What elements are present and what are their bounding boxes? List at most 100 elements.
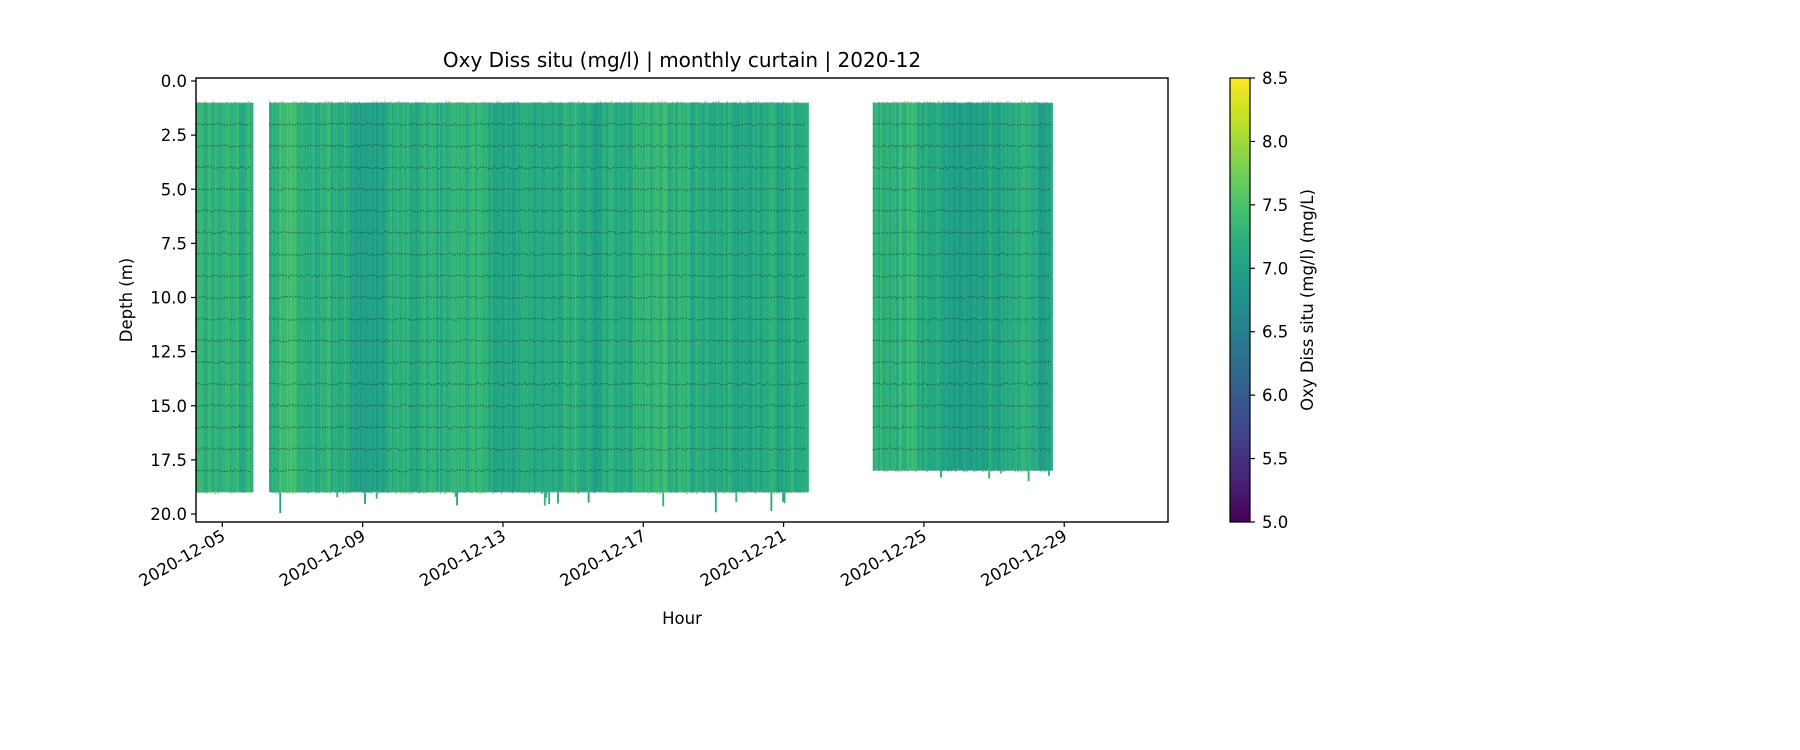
- depth-spike: [1048, 470, 1050, 476]
- curtain-column: [549, 102, 552, 493]
- curtain-column: [279, 102, 282, 493]
- depth-spike: [456, 492, 459, 506]
- x-tick-label: 2020-12-17: [557, 526, 650, 590]
- curtain-column: [1032, 102, 1034, 471]
- curtain-column: [242, 102, 245, 493]
- curtain-column: [564, 102, 567, 493]
- curtain-column: [766, 102, 768, 493]
- curtain-column: [894, 102, 897, 471]
- curtain-column: [251, 102, 254, 493]
- curtain-column: [992, 102, 995, 471]
- curtain-column: [733, 102, 736, 493]
- sample-depth-line: [872, 295, 1051, 300]
- curtain-column: [878, 102, 881, 471]
- x-tick-label: 2020-12-13: [416, 526, 509, 590]
- curtain-column: [972, 102, 974, 471]
- curtain-column: [649, 102, 651, 493]
- curtain-column: [1046, 102, 1049, 471]
- curtain-column: [473, 102, 476, 493]
- sample-depth-line: [269, 317, 807, 322]
- curtain-column: [367, 102, 369, 493]
- x-tick-label: 2020-12-25: [837, 526, 930, 590]
- curtain-column: [970, 102, 973, 471]
- curtain-column: [571, 102, 574, 493]
- curtain-column: [777, 102, 780, 493]
- curtain-column: [565, 102, 568, 493]
- curtain-column: [958, 102, 961, 471]
- curtain-column: [716, 102, 719, 493]
- sample-depth-line: [196, 165, 252, 170]
- curtain-column: [388, 102, 391, 493]
- curtain-column: [678, 102, 681, 493]
- y-tick-label: 12.5: [150, 343, 187, 362]
- curtain-column: [386, 102, 388, 493]
- curtain-column: [931, 102, 934, 471]
- curtain-column: [507, 102, 510, 493]
- y-axis-label: Depth (m): [117, 258, 136, 342]
- curtain-column: [681, 102, 684, 493]
- curtain-column: [635, 102, 638, 493]
- curtain-column: [700, 102, 703, 493]
- curtain-column: [377, 102, 380, 493]
- curtain-column: [625, 102, 628, 493]
- chart-title: Oxy Diss situ (mg/l) | monthly curtain |…: [443, 48, 921, 72]
- curtain-column: [882, 102, 885, 471]
- y-tick-label: 20.0: [150, 505, 187, 524]
- curtain-column: [212, 102, 214, 493]
- sample-depth-line: [196, 338, 251, 343]
- curtain-column: [308, 102, 311, 493]
- sample-depth-line: [196, 295, 251, 300]
- curtain-column: [884, 102, 887, 471]
- curtain-column: [885, 102, 888, 471]
- sample-depth-line: [268, 273, 807, 278]
- curtain-column: [771, 102, 774, 493]
- sample-depth-line: [196, 360, 251, 365]
- curtain-column: [352, 102, 355, 493]
- depth-spike: [543, 492, 546, 506]
- curtain-column: [673, 102, 676, 493]
- curtain-column: [358, 102, 361, 493]
- curtain-column: [1027, 102, 1030, 471]
- curtain-column: [980, 102, 983, 471]
- colorbar-tick-label: 5.0: [1262, 513, 1288, 532]
- curtain-column: [381, 102, 384, 493]
- curtain-column: [760, 102, 763, 493]
- curtain-column: [302, 102, 305, 493]
- depth-spike: [587, 492, 590, 503]
- sample-depth-line: [268, 382, 807, 387]
- curtain-column: [722, 102, 725, 493]
- curtain-column: [274, 102, 277, 493]
- curtain-column: [666, 102, 669, 493]
- colorbar-tick-label: 5.5: [1262, 450, 1288, 469]
- curtain-column: [888, 102, 891, 471]
- curtain-column: [339, 102, 342, 493]
- curtain-column: [641, 102, 644, 493]
- sample-depth-line: [268, 187, 807, 192]
- colorbar-tick-label: 8.0: [1262, 132, 1288, 151]
- curtain-column: [203, 102, 206, 493]
- curtain-column: [488, 102, 491, 493]
- sample-depth-line: [268, 425, 807, 430]
- depth-spike: [714, 492, 717, 513]
- curtain-column: [330, 102, 333, 493]
- curtain-column: [692, 102, 695, 493]
- curtain-column: [521, 102, 524, 493]
- curtain-column: [991, 102, 993, 471]
- curtain-column: [744, 102, 746, 493]
- curtain-column: [301, 102, 304, 493]
- curtain-column: [947, 102, 950, 471]
- curtain-column: [459, 102, 461, 493]
- curtain-column: [703, 102, 706, 493]
- curtain-column: [277, 102, 280, 493]
- curtain-column: [350, 102, 353, 493]
- depth-spike: [548, 492, 551, 505]
- curtain-column: [1037, 102, 1040, 471]
- sample-depth-line: [268, 295, 807, 300]
- curtain-column: [596, 102, 599, 493]
- curtain-column: [913, 102, 916, 471]
- sample-depth-line: [196, 274, 251, 278]
- curtain-column: [557, 102, 559, 493]
- curtain-column: [374, 102, 377, 493]
- curtain-column: [584, 102, 587, 493]
- curtain-column: [554, 102, 556, 493]
